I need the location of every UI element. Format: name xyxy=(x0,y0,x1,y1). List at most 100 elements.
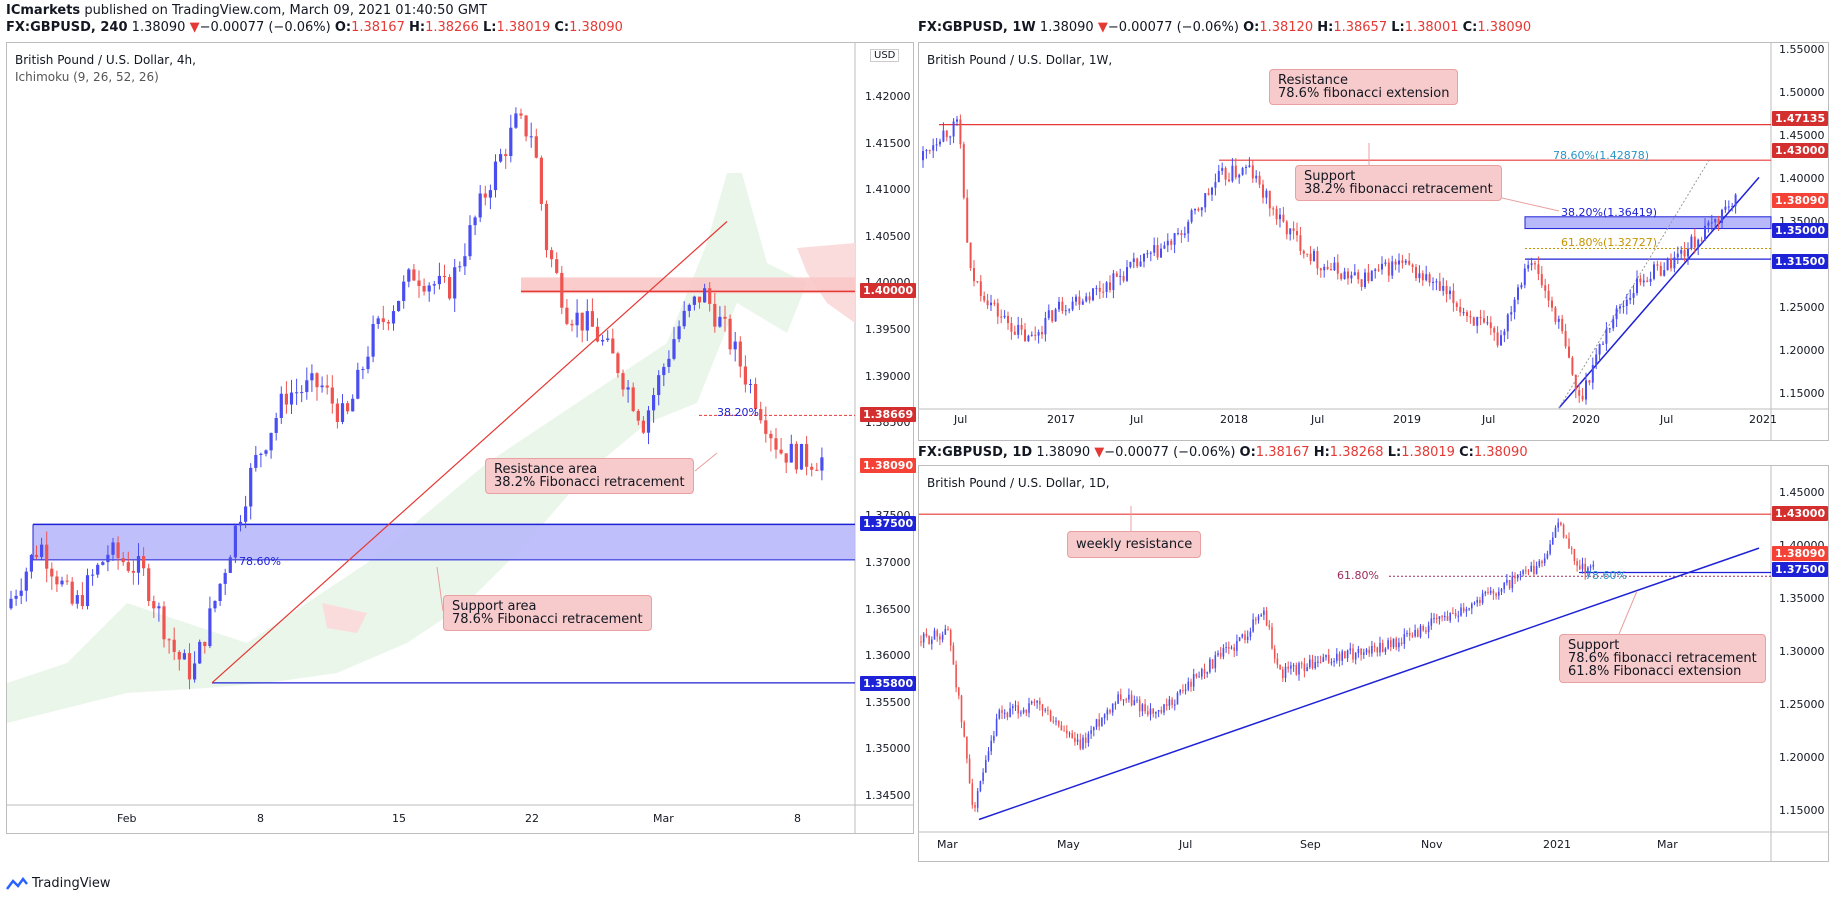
candle-body xyxy=(748,383,753,385)
indicator-label[interactable]: Ichimoku (9, 26, 52, 26) xyxy=(15,70,159,84)
resistance-callout[interactable]: Resistance 78.6% fibonacci extension xyxy=(1269,69,1459,105)
resistance-area-callout[interactable]: Resistance area 38.2% Fibonacci retracem… xyxy=(485,458,694,494)
x-tick-label: Feb xyxy=(117,812,137,825)
y-tick-label: 1.45000 xyxy=(1779,129,1825,142)
currency-badge[interactable]: USD xyxy=(870,49,900,62)
candle-body xyxy=(1454,613,1457,616)
x-tick-label: Mar xyxy=(1657,838,1678,851)
support-area-callout[interactable]: Support area 78.6% Fibonacci retracement xyxy=(443,595,652,631)
x-tick-label: May xyxy=(1057,838,1080,851)
support-callout[interactable]: Support 38.2% fibonacci retracement xyxy=(1295,165,1502,201)
candle-body xyxy=(560,272,564,308)
chart-title: British Pound / U.S. Dollar, 1D, xyxy=(927,476,1110,490)
candle-body xyxy=(1241,634,1244,638)
candle-body xyxy=(65,580,69,582)
price-level-tag[interactable]: 1.43000 xyxy=(1772,506,1829,521)
price-level-tag[interactable]: 1.37500 xyxy=(860,516,917,531)
price-level-tag[interactable]: 1.31500 xyxy=(1772,254,1829,269)
open-value: 1.38167 xyxy=(351,20,405,35)
chart-canvas-1d[interactable] xyxy=(919,466,1828,861)
price-level-tag[interactable]: 1.43000 xyxy=(1772,143,1829,158)
candle-body xyxy=(1152,708,1154,714)
price-level-tag[interactable]: 1.40000 xyxy=(860,283,917,298)
candle-body xyxy=(1543,558,1546,564)
price-level-tag[interactable]: 1.38090 xyxy=(1772,546,1829,561)
candle-body xyxy=(1571,357,1574,375)
candle-body xyxy=(264,450,268,454)
candle-body xyxy=(1381,642,1384,652)
candle-body xyxy=(1619,306,1621,309)
price-level-tag[interactable]: 1.35800 xyxy=(860,676,917,691)
candle-body xyxy=(925,633,928,637)
candle-body xyxy=(488,190,492,198)
candle-body xyxy=(1214,182,1217,188)
weekly-resistance-callout[interactable]: weekly resistance xyxy=(1067,531,1202,558)
price-level-tag[interactable]: 1.47135 xyxy=(1772,111,1829,126)
candle-body xyxy=(990,740,992,752)
candle-body xyxy=(1639,278,1642,283)
candle-body xyxy=(1149,252,1152,254)
low-value: 1.38019 xyxy=(1401,445,1455,460)
candle-body xyxy=(1693,236,1696,248)
publisher-name[interactable]: ICmarkets xyxy=(6,3,81,18)
candle-body xyxy=(340,403,345,422)
candle-body xyxy=(708,288,712,304)
candle-body xyxy=(1047,709,1049,711)
candle-body xyxy=(1522,570,1524,574)
candle-body xyxy=(621,373,625,390)
symbol-label[interactable]: FX:GBPUSD, 240 xyxy=(6,20,128,35)
candle-body xyxy=(1568,346,1570,358)
change-down-icon: ▼ xyxy=(1097,20,1108,35)
candle-body xyxy=(1377,269,1380,271)
chart-panel-4h[interactable]: British Pound / U.S. Dollar, 4h, Ichimok… xyxy=(6,42,917,834)
ichimoku-cloud xyxy=(7,173,807,723)
candle-body xyxy=(1326,266,1329,270)
symbol-label[interactable]: FX:GBPUSD, 1W xyxy=(918,20,1036,35)
y-tick-label: 1.20000 xyxy=(1779,751,1825,764)
candle-body xyxy=(1163,704,1165,713)
candle-body xyxy=(142,556,146,569)
candle-body xyxy=(1157,710,1160,712)
candle-body xyxy=(1398,642,1400,648)
price-level-tag[interactable]: 1.38669 xyxy=(860,407,917,422)
candle-body xyxy=(1051,310,1054,322)
chart-canvas-4h[interactable] xyxy=(7,43,913,833)
chart-panel-1d[interactable]: British Pound / U.S. Dollar, 1D, 1.45000… xyxy=(918,465,1829,862)
candle-body xyxy=(1273,648,1276,659)
candle-body xyxy=(1552,537,1554,545)
candle-body xyxy=(193,663,197,680)
candle-body xyxy=(1486,322,1489,324)
candle-body xyxy=(774,438,778,450)
symbol-label[interactable]: FX:GBPUSD, 1D xyxy=(918,445,1033,460)
price-level-tag[interactable]: 1.37500 xyxy=(1772,562,1829,577)
candle-body xyxy=(1511,576,1514,589)
candle-body xyxy=(1500,589,1503,592)
candle-body xyxy=(1115,273,1118,277)
candle-body xyxy=(733,341,737,350)
x-tick-label: Nov xyxy=(1421,838,1443,851)
candle-body xyxy=(1174,704,1176,706)
candle-body xyxy=(1138,699,1141,712)
candle-body xyxy=(1179,689,1181,693)
candle-body xyxy=(982,772,984,782)
candle-body xyxy=(274,417,278,433)
candle-body xyxy=(799,443,804,470)
x-tick-label: 8 xyxy=(257,812,264,825)
price-level-tag[interactable]: 1.38090 xyxy=(860,458,917,473)
candle-body xyxy=(417,280,421,286)
candle-body xyxy=(1523,268,1526,286)
support-callout[interactable]: Support 78.6% fibonacci retracement 61.8… xyxy=(1559,634,1766,683)
candle-body xyxy=(1168,699,1171,706)
tradingview-logo[interactable]: TradingView xyxy=(6,876,111,891)
chart-canvas-1w[interactable] xyxy=(919,43,1828,440)
candle-body xyxy=(1419,626,1422,637)
price-level-tag[interactable]: 1.38090 xyxy=(1772,193,1829,208)
candle-body xyxy=(366,356,370,370)
price-level-tag[interactable]: 1.35000 xyxy=(1772,223,1829,238)
chart-panel-1w[interactable]: British Pound / U.S. Dollar, 1W, 1.55000… xyxy=(918,42,1829,441)
candle-body xyxy=(925,150,928,152)
candle-body xyxy=(1707,222,1710,226)
candle-body xyxy=(40,544,44,557)
candle-body xyxy=(939,636,941,640)
candle-body xyxy=(519,113,523,116)
